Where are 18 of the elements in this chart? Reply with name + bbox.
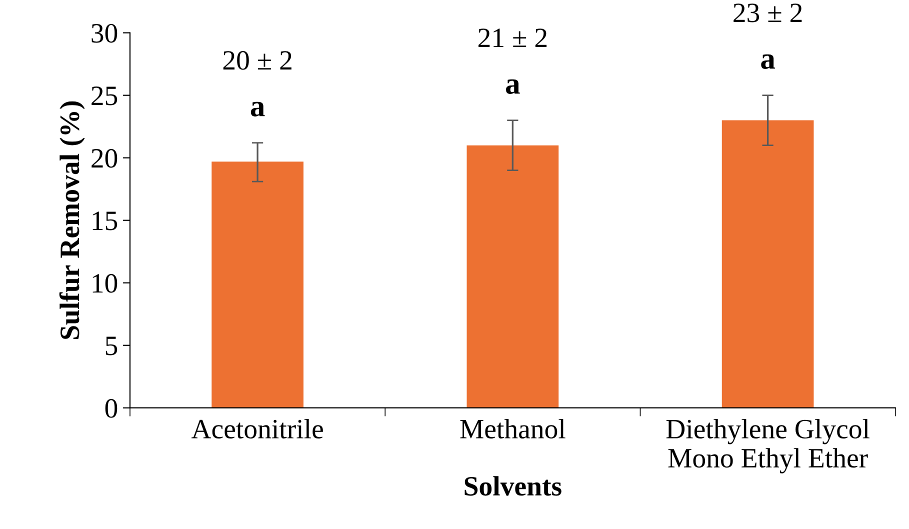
y-tick-label: 25 bbox=[92, 86, 118, 106]
y-tick-label: 15 bbox=[92, 212, 118, 230]
y-tick-label: 5 bbox=[106, 336, 118, 356]
y-tick-label: 0 bbox=[105, 399, 118, 418]
annotation: a bbox=[761, 54, 775, 69]
y-tick-label: 10 bbox=[92, 274, 118, 293]
annotation: 21 ± 2 bbox=[478, 28, 547, 47]
x-tick-label: Acetonitrile bbox=[191, 418, 323, 439]
x-tick-label: Methanol bbox=[460, 418, 566, 439]
x-tick-label: Diethylene Glycol Mono Ethyl Ether bbox=[666, 418, 870, 474]
annotation: a bbox=[506, 79, 520, 94]
y-tick-label: 20 bbox=[92, 148, 118, 168]
y-tick-label: 30 bbox=[92, 24, 118, 43]
annotation: a bbox=[250, 102, 265, 116]
y-axis-title: Sulfur Removal (%) bbox=[59, 101, 85, 339]
annotation: 20 ± 2 bbox=[223, 51, 292, 70]
x-axis-title: Solvents bbox=[464, 476, 562, 496]
text: 23 ± 2 bbox=[734, 4, 802, 22]
